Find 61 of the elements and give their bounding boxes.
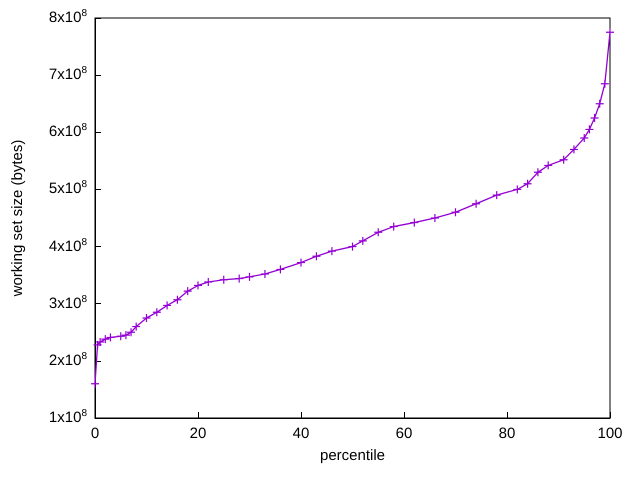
point xyxy=(193,280,203,290)
point xyxy=(580,133,589,143)
point xyxy=(348,242,358,252)
point xyxy=(389,222,398,232)
y-axis-title: working set size (bytes) xyxy=(9,140,26,298)
point xyxy=(312,252,322,261)
point xyxy=(296,258,306,268)
point xyxy=(450,208,460,217)
y-tick-label: 1x10$^{8}$ xyxy=(48,408,87,427)
y-tick-label: 7x10$^{8}$ xyxy=(48,65,87,84)
point xyxy=(544,160,553,170)
point xyxy=(410,218,419,228)
point xyxy=(260,269,270,279)
point xyxy=(96,337,105,347)
y-tick-label: 3x10$^{8}$ xyxy=(48,294,87,313)
y-tick-label: 5x10$^{8}$ xyxy=(48,179,87,198)
point xyxy=(595,99,604,108)
point xyxy=(126,328,136,337)
point xyxy=(162,300,172,310)
point xyxy=(472,199,481,208)
point xyxy=(183,286,192,296)
point xyxy=(358,236,368,246)
x-tick-label: 100 xyxy=(597,425,623,442)
point xyxy=(492,190,502,200)
point xyxy=(116,332,126,341)
point xyxy=(600,79,610,88)
point xyxy=(276,264,285,274)
x-tick-label: 20 xyxy=(190,425,206,442)
point xyxy=(327,246,336,256)
point xyxy=(512,184,522,194)
x-tick-label: 60 xyxy=(396,425,412,442)
point xyxy=(204,277,213,287)
point xyxy=(132,322,141,332)
y-tick-label: 4x10$^{8}$ xyxy=(48,236,87,256)
point xyxy=(152,308,162,317)
x-tick-label: 40 xyxy=(292,425,310,442)
x-tick-label: 0 xyxy=(90,425,100,442)
x-tick-label: 80 xyxy=(498,425,516,442)
point xyxy=(121,330,130,340)
point xyxy=(533,168,542,177)
point xyxy=(605,28,615,37)
point xyxy=(100,334,110,344)
point xyxy=(244,272,254,282)
point xyxy=(584,124,594,134)
x-axis-title: percentile xyxy=(320,447,386,464)
point xyxy=(219,275,228,284)
point xyxy=(374,228,383,237)
point xyxy=(590,113,600,123)
point xyxy=(430,213,440,223)
y-tick-label: 2x10$^{8}$ xyxy=(48,350,87,370)
point xyxy=(523,179,532,188)
point xyxy=(90,379,100,388)
point xyxy=(92,340,102,350)
point xyxy=(106,332,116,342)
y-tick-label: 8x10$^{8}$ xyxy=(48,8,87,27)
point xyxy=(234,274,244,284)
point xyxy=(569,144,579,154)
point xyxy=(559,155,568,164)
point xyxy=(142,313,152,323)
y-tick-label: 6x10$^{8}$ xyxy=(48,122,87,142)
point xyxy=(172,295,182,304)
